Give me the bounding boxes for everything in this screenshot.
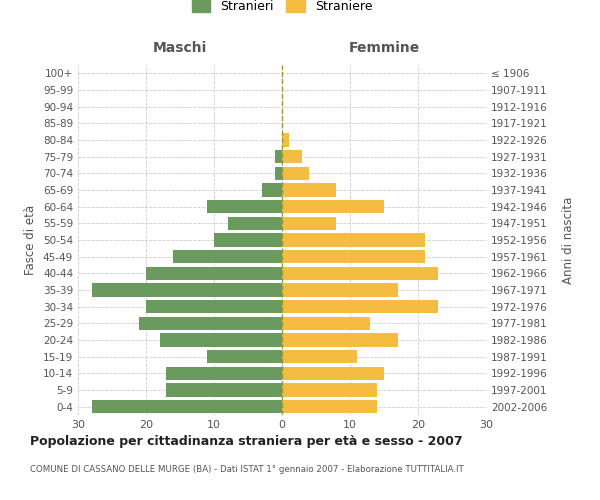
Text: Femmine: Femmine [349, 41, 419, 55]
Bar [282, 366, 384, 380]
Bar [282, 250, 425, 264]
Bar [207, 200, 282, 213]
Bar [160, 334, 282, 346]
Bar [227, 216, 282, 230]
Bar [282, 284, 398, 296]
Bar [282, 316, 370, 330]
Bar [173, 250, 282, 264]
Bar [275, 166, 282, 180]
Bar [282, 266, 439, 280]
Bar [282, 350, 357, 364]
Y-axis label: Anni di nascita: Anni di nascita [562, 196, 575, 284]
Bar [282, 150, 302, 164]
Bar [166, 366, 282, 380]
Text: Maschi: Maschi [153, 41, 207, 55]
Bar [166, 384, 282, 396]
Bar [282, 384, 377, 396]
Bar [139, 316, 282, 330]
Bar [262, 184, 282, 196]
Bar [275, 150, 282, 164]
Bar [282, 334, 398, 346]
Bar [282, 166, 309, 180]
Bar [146, 300, 282, 314]
Bar [282, 216, 337, 230]
Bar [282, 184, 337, 196]
Bar [282, 234, 425, 246]
Bar [92, 284, 282, 296]
Text: Popolazione per cittadinanza straniera per età e sesso - 2007: Popolazione per cittadinanza straniera p… [30, 435, 463, 448]
Bar [282, 400, 377, 413]
Bar [207, 350, 282, 364]
Bar [282, 200, 384, 213]
Bar [282, 134, 289, 146]
Bar [92, 400, 282, 413]
Bar [282, 300, 439, 314]
Y-axis label: Fasce di età: Fasce di età [25, 205, 37, 275]
Legend: Stranieri, Straniere: Stranieri, Straniere [187, 0, 377, 18]
Bar [146, 266, 282, 280]
Text: COMUNE DI CASSANO DELLE MURGE (BA) - Dati ISTAT 1° gennaio 2007 - Elaborazione T: COMUNE DI CASSANO DELLE MURGE (BA) - Dat… [30, 465, 464, 474]
Bar [214, 234, 282, 246]
